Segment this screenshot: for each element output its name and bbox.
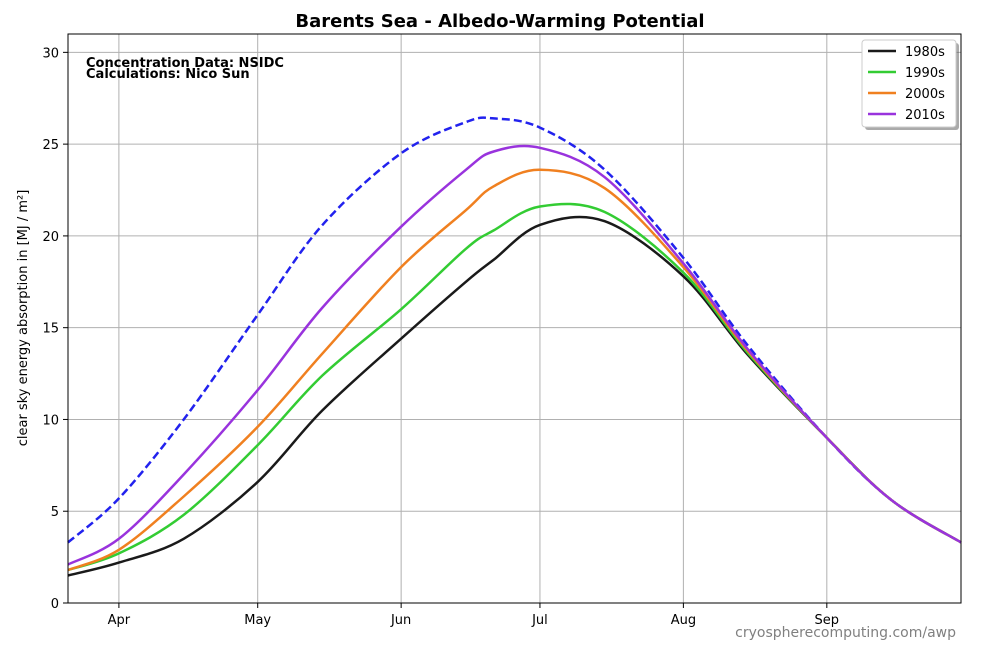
x-tick-label: Apr (108, 613, 131, 628)
chart-title: Barents Sea - Albedo-Warming Potential (295, 11, 704, 32)
legend-label-2010s: 2010s (905, 108, 945, 123)
legend-label-1980s: 1980s (905, 45, 945, 60)
y-axis-label: clear sky energy absorption in [MJ / m²] (16, 190, 31, 447)
series-layer (67, 116, 962, 577)
y-tick-label: 10 (42, 413, 59, 428)
credit-line-2: Calculations: Nico Sun (86, 67, 250, 82)
x-tick-label: Sep (815, 613, 840, 628)
x-tick-label: Aug (671, 613, 696, 628)
grid (68, 34, 961, 604)
x-tick-label: Jul (531, 613, 548, 628)
credit-line-1: Concentration Data: NSIDC (86, 56, 284, 71)
y-axis: 0 5 10 15 20 25 30 (42, 46, 68, 612)
legend-label-1990s: 1990s (905, 66, 945, 81)
y-tick-label: 15 (42, 322, 59, 337)
x-axis: Apr May Jun Jul Aug Sep (108, 603, 839, 628)
legend-box (861, 39, 957, 128)
y-tick-label: 20 (42, 230, 59, 245)
series-line-2010s (67, 144, 962, 566)
legend-label-2000s: 2000s (905, 87, 945, 102)
legend: 1980s 1990s 2000s 2010s (861, 39, 959, 130)
y-tick-label: 30 (42, 46, 59, 61)
watermark: cryospherecomputing.com/awp (735, 625, 956, 641)
plot-frame (67, 33, 962, 604)
x-tick-label: Jun (390, 613, 411, 628)
y-tick-label: 25 (42, 138, 59, 153)
x-tick-label: May (244, 613, 271, 628)
y-tick-label: 5 (51, 505, 59, 520)
y-tick-label: 0 (51, 597, 59, 612)
